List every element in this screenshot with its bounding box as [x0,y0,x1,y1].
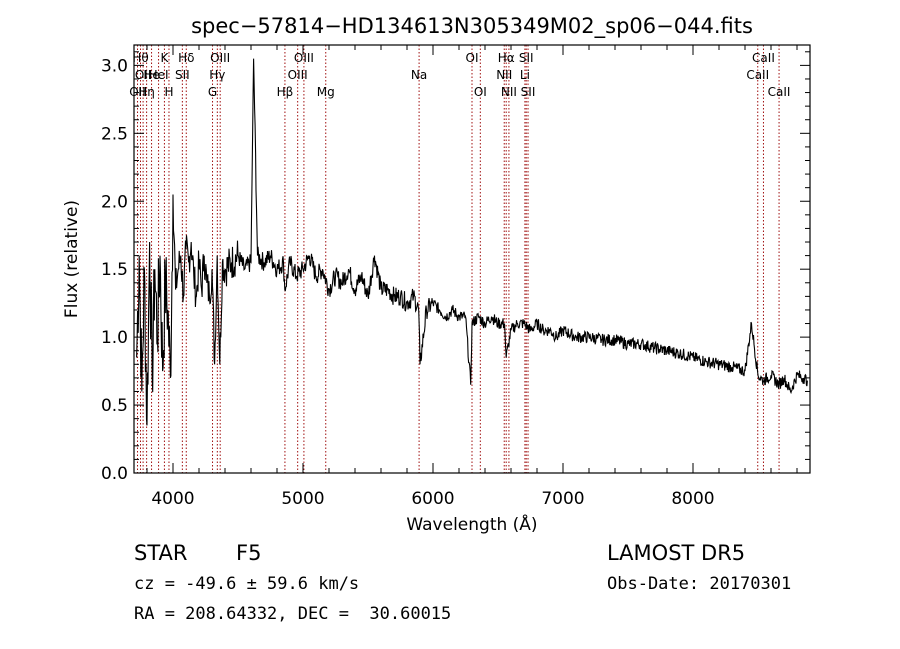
line-label: OIII [294,51,314,65]
y-tick-label: 0.0 [101,464,128,484]
x-axis-label: Wavelength (Å) [406,513,537,535]
line-label: He [143,68,159,82]
x-tick-label: 6000 [411,489,454,509]
spectral-line-markers [137,45,780,473]
object-subclass: F5 [236,541,262,565]
line-label: Hα [498,51,515,65]
y-tick-label: 3.0 [101,56,128,76]
line-label: NII [496,68,512,82]
line-label: NII [501,85,517,99]
line-label: H [164,85,173,99]
plot-frame [133,44,811,474]
x-tick-label: 8000 [671,489,714,509]
x-tick-label: 7000 [541,489,584,509]
coordinates: RA = 208.64332, DEC = 30.60015 [134,604,452,624]
line-label: SII [519,51,534,65]
spectrum-series [136,58,808,426]
line-label: Hθ [132,51,148,65]
line-label: SII [521,85,536,99]
line-labels: OIIHθOIIHηHeHeIKHSIIHδGHγOIIIHβOIIIOIIIM… [129,51,790,99]
line-label: Na [411,68,427,82]
x-tick-label: 4000 [151,489,194,509]
redshift-text: cz = -49.6 ± 59.6 km/s [134,574,360,594]
line-label: OIII [288,68,308,82]
x-tick-label: 5000 [281,489,324,509]
axis-ticks: 4000 5000 6000 7000 8000 0.0 0.5 1.0 1.5 2.0 2.5 3.… [101,45,810,509]
plot-axes [133,44,811,474]
y-tick-label: 1.5 [101,260,128,280]
line-label: Hβ [277,85,294,99]
line-label: Mg [317,85,335,99]
line-label: OI [474,85,487,99]
y-tick-label: 0.5 [101,396,128,416]
line-label: HeI [149,68,169,82]
y-axis-label: Flux (relative) [62,200,82,318]
line-label: K [160,51,169,65]
y-tick-label: 2.0 [101,192,128,212]
line-label: Hδ [178,51,194,65]
line-label: Hη [138,85,155,99]
line-label: OIII [210,51,230,65]
line-label: OII [129,85,146,99]
y-tick-label: 2.5 [101,124,128,144]
line-label: SII [175,68,190,82]
line-label: Hγ [209,68,225,82]
survey-name: LAMOST DR5 [607,541,746,565]
chart-title: spec−57814−HD134613N305349M02_sp06−044.f… [191,14,753,39]
line-label: Li [520,68,530,82]
obs-date: Obs-Date: 20170301 [607,574,792,594]
line-label: OI [466,51,479,65]
line-label: OII [135,68,152,82]
line-label: CaII [752,51,775,65]
spectrum-line [136,58,808,426]
y-tick-label: 1.0 [101,328,128,348]
line-label: G [208,85,217,99]
object-class: STAR [134,541,188,565]
line-label: CaII [768,85,791,99]
line-label: CaII [746,68,769,82]
